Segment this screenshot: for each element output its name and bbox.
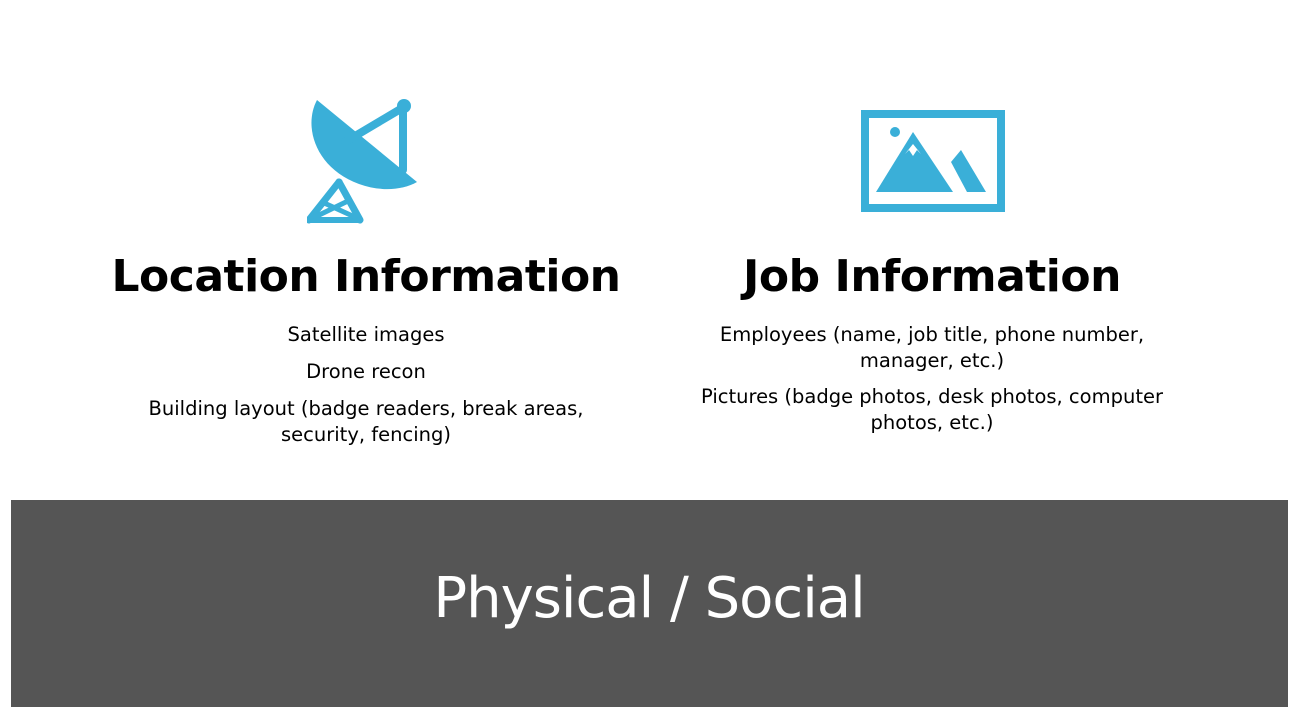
location-information-list: Satellite images Drone recon Building la… [96, 322, 636, 459]
picture-icon [861, 110, 1005, 212]
job-information-list: Employees (name, job title, phone number… [662, 322, 1202, 446]
banner-title: Physical / Social [433, 566, 865, 631]
list-item: Drone recon [306, 360, 426, 383]
list-item: Building layout (badge readers, break ar… [148, 397, 584, 446]
satellite-dish-icon [307, 99, 417, 224]
section-banner [11, 500, 1288, 707]
job-information-title: Job Information [743, 251, 1121, 302]
list-item: Employees (name, job title, phone number… [719, 323, 1145, 372]
list-item: Pictures (badge photos, desk photos, com… [701, 385, 1163, 434]
location-information-title: Location Information [111, 251, 622, 302]
list-item: Satellite images [287, 323, 445, 346]
